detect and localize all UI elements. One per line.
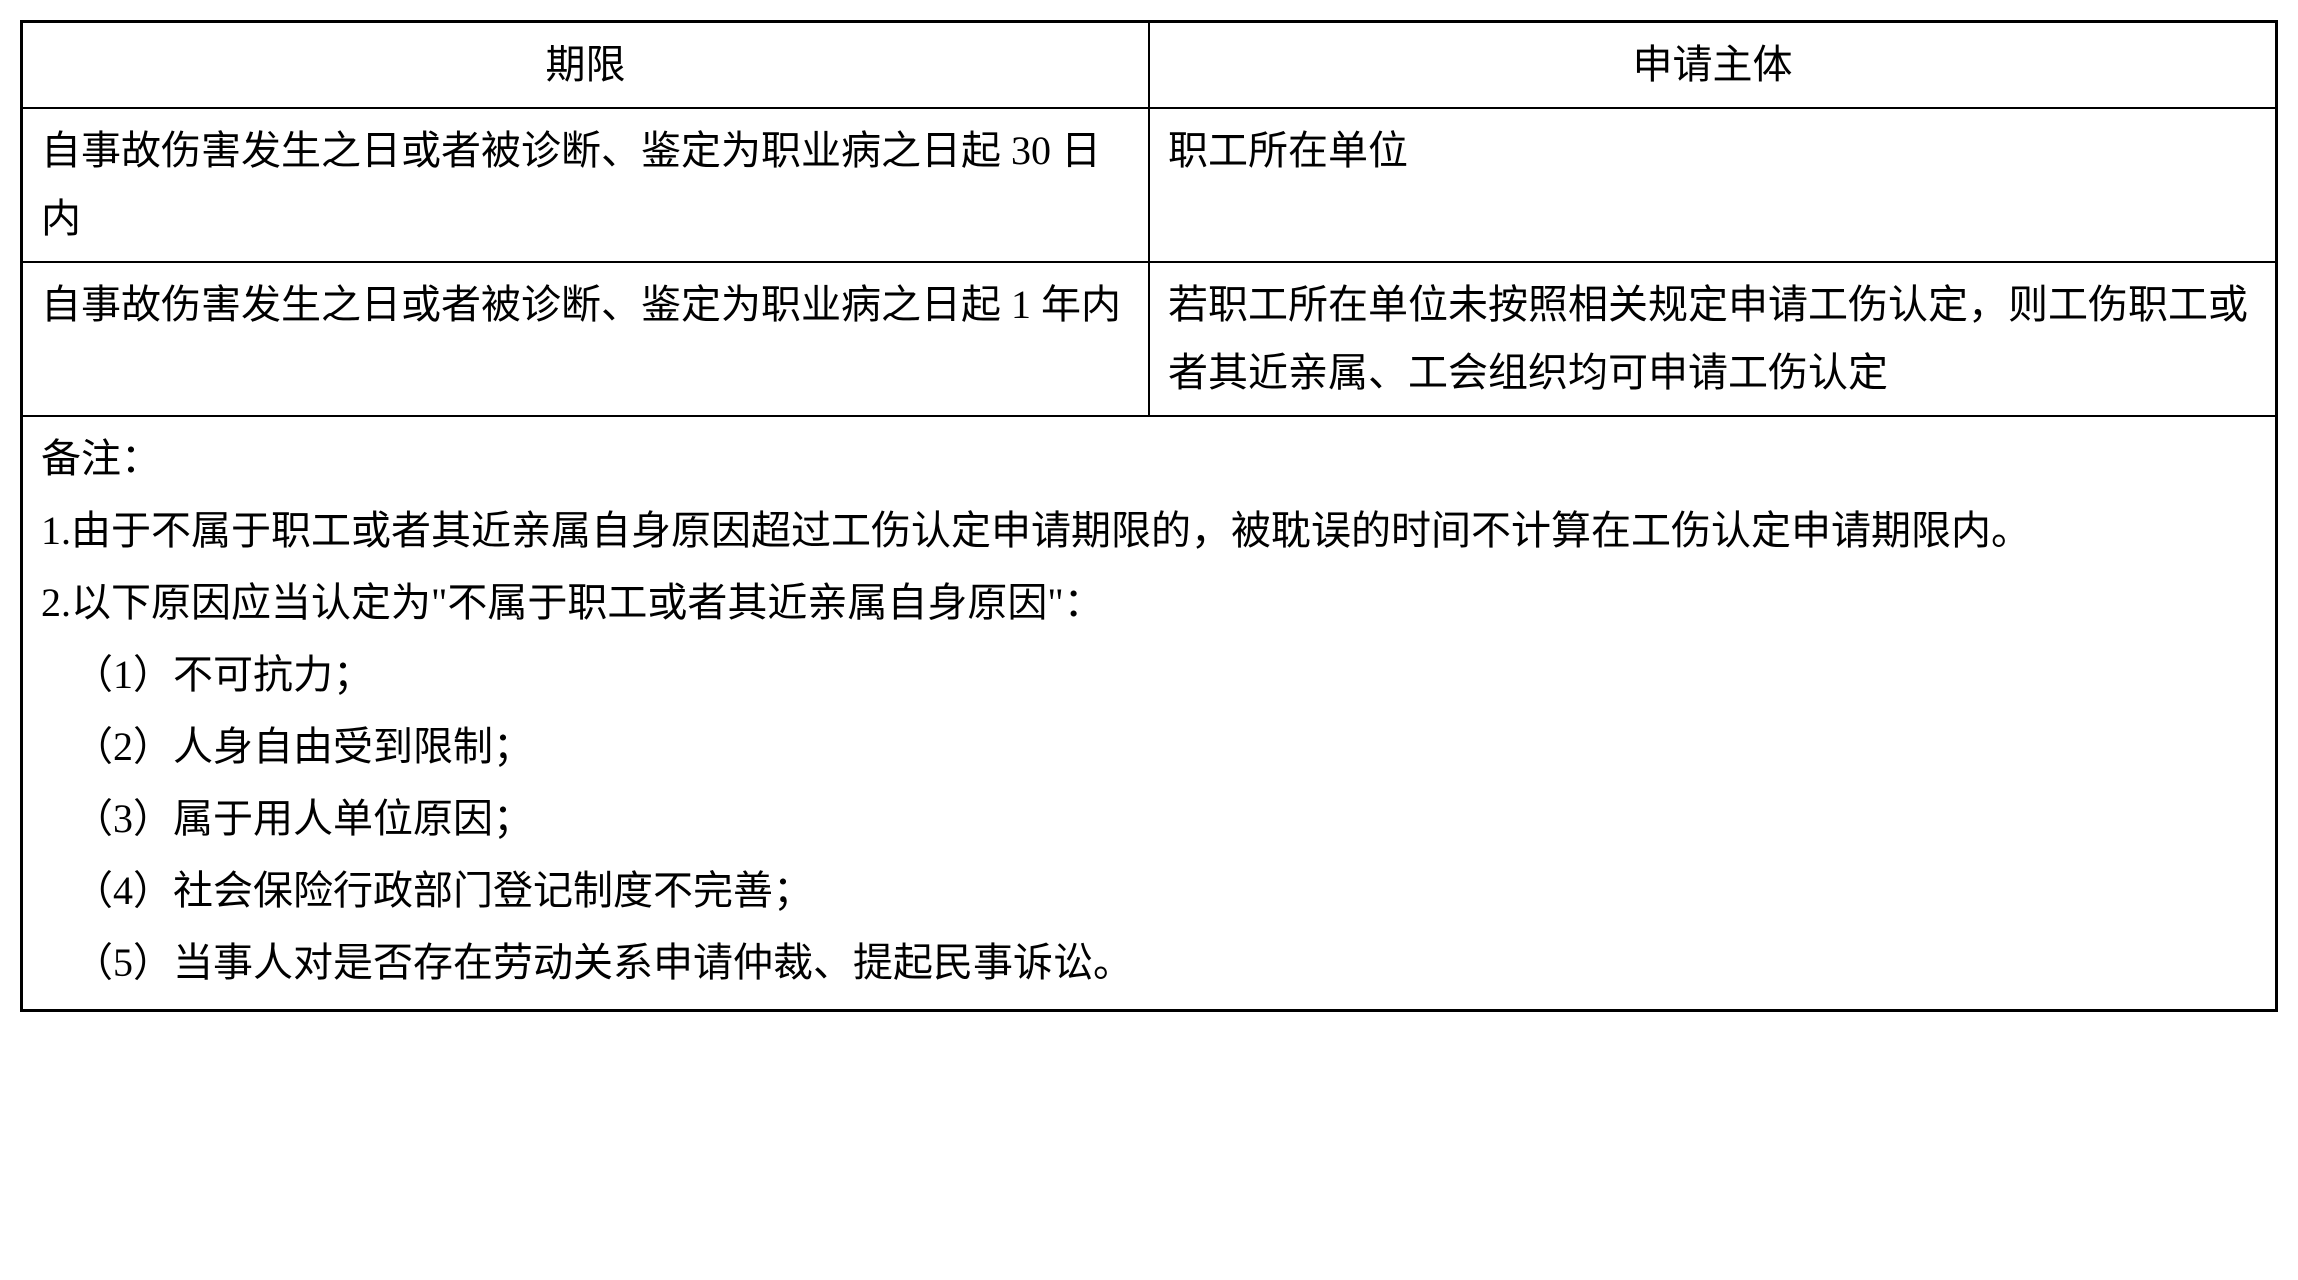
cell-deadline-2: 自事故伤害发生之日或者被诊断、鉴定为职业病之日起 1 年内 bbox=[22, 262, 1150, 416]
notes-subitem-5: （5）当事人对是否存在劳动关系申请仲裁、提起民事诉讼。 bbox=[73, 929, 2257, 997]
notes-subitem-3: （3）属于用人单位原因； bbox=[73, 785, 2257, 853]
table-notes-row: 备注： 1.由于不属于职工或者其近亲属自身原因超过工伤认定申请期限的，被耽误的时… bbox=[22, 416, 2277, 1011]
header-deadline: 期限 bbox=[22, 22, 1150, 109]
table-row: 自事故伤害发生之日或者被诊断、鉴定为职业病之日起 1 年内 若职工所在单位未按照… bbox=[22, 262, 2277, 416]
cell-deadline-1: 自事故伤害发生之日或者被诊断、鉴定为职业病之日起 30 日内 bbox=[22, 108, 1150, 262]
table-row: 自事故伤害发生之日或者被诊断、鉴定为职业病之日起 30 日内 职工所在单位 bbox=[22, 108, 2277, 262]
header-applicant: 申请主体 bbox=[1149, 22, 2277, 109]
cell-applicant-2: 若职工所在单位未按照相关规定申请工伤认定，则工伤职工或者其近亲属、工会组织均可申… bbox=[1149, 262, 2277, 416]
table-header-row: 期限 申请主体 bbox=[22, 22, 2277, 109]
notes-subitem-4: （4）社会保险行政部门登记制度不完善； bbox=[73, 857, 2257, 925]
notes-item-2: 2.以下原因应当认定为"不属于职工或者其近亲属自身原因"： bbox=[41, 569, 2257, 637]
notes-cell: 备注： 1.由于不属于职工或者其近亲属自身原因超过工伤认定申请期限的，被耽误的时… bbox=[22, 416, 2277, 1011]
notes-item-1: 1.由于不属于职工或者其近亲属自身原因超过工伤认定申请期限的，被耽误的时间不计算… bbox=[41, 497, 2257, 565]
notes-intro: 备注： bbox=[41, 425, 2257, 493]
notes-subitem-2: （2）人身自由受到限制； bbox=[73, 713, 2257, 781]
cell-applicant-1: 职工所在单位 bbox=[1149, 108, 2277, 262]
deadline-applicant-table: 期限 申请主体 自事故伤害发生之日或者被诊断、鉴定为职业病之日起 30 日内 职… bbox=[20, 20, 2278, 1012]
notes-subitem-1: （1）不可抗力； bbox=[73, 641, 2257, 709]
